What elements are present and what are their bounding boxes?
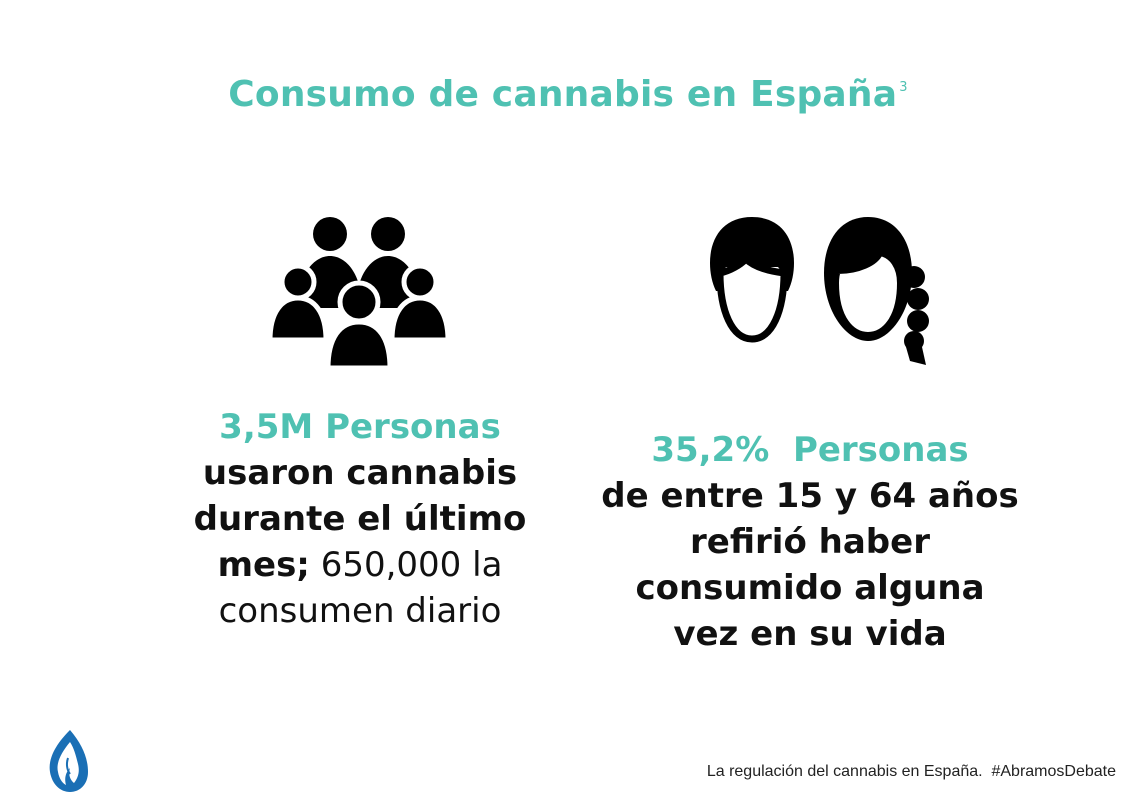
left-stat: 3,5M Personas usaron cannabis durante el… xyxy=(150,404,570,634)
group-of-people-icon xyxy=(268,217,451,370)
man-head-icon xyxy=(710,217,794,343)
right-stat-line-4: vez en su vida xyxy=(673,614,947,654)
page-title-text: Consumo de cannabis en España xyxy=(228,74,898,115)
left-stat-line-3-light: 650,000 la xyxy=(309,545,503,585)
footer-caption: La regulación del cannabis en España. #A… xyxy=(706,763,1116,780)
left-stat-line-3-bold: mes; xyxy=(217,545,310,585)
page-title: Consumo de cannabis en España 3 xyxy=(0,74,1136,115)
right-stat: 35,2% Personas de entre 15 y 64 años ref… xyxy=(590,427,1030,657)
leaf-face-logo-icon xyxy=(49,730,88,792)
left-stat-line-1: usaron cannabis xyxy=(202,453,518,493)
woman-head-icon xyxy=(824,217,929,365)
right-stat-headline: 35,2% Personas xyxy=(651,430,969,470)
left-stat-line-3: mes; 650,000 la xyxy=(150,542,570,588)
right-stat-line-3: consumido alguna xyxy=(635,568,985,608)
title-footnote: 3 xyxy=(899,80,908,95)
left-stat-line-4: consumen diario xyxy=(218,591,502,631)
left-stat-headline: 3,5M Personas xyxy=(219,407,501,447)
right-stat-line-2: refirió haber xyxy=(690,522,930,562)
man-and-woman-icon xyxy=(710,217,929,365)
right-stat-line-1: de entre 15 y 64 años xyxy=(601,476,1019,516)
left-stat-line-2: durante el último xyxy=(193,499,527,539)
